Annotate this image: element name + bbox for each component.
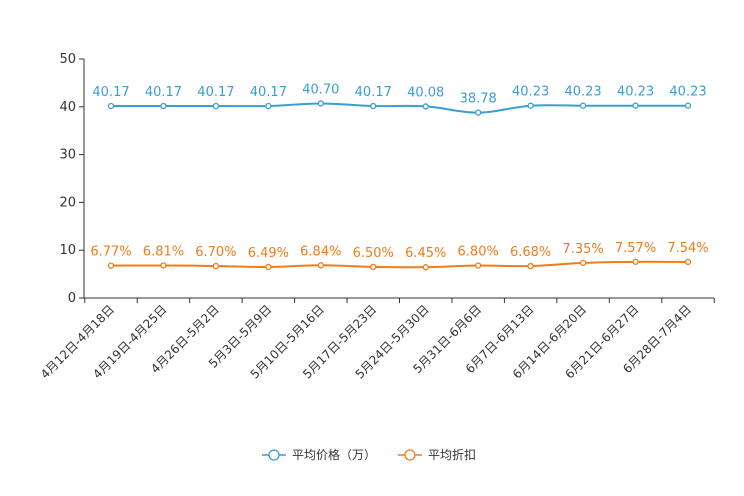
data-label-avg-discount: 6.77% xyxy=(90,245,131,260)
y-tick-label: 30 xyxy=(59,148,76,163)
data-point-avg-price[interactable] xyxy=(475,109,482,116)
legend-label: 平均价格（万） xyxy=(292,447,376,462)
data-label-avg-price: 38.78 xyxy=(460,92,497,107)
data-label-avg-price: 40.23 xyxy=(512,85,549,100)
data-point-avg-price[interactable] xyxy=(212,102,220,110)
legend-marker-icon xyxy=(404,449,416,461)
data-label-avg-discount: 6.80% xyxy=(458,244,499,259)
legend-marker-icon xyxy=(268,449,280,461)
data-point-avg-discount[interactable] xyxy=(632,258,639,265)
data-point-avg-discount[interactable] xyxy=(579,259,587,267)
data-label-avg-price: 40.17 xyxy=(197,85,234,100)
data-label-avg-discount: 7.54% xyxy=(667,241,708,256)
data-label-avg-discount: 7.57% xyxy=(615,241,656,256)
data-label-avg-discount: 7.35% xyxy=(562,242,603,257)
y-tick-label: 0 xyxy=(68,291,76,306)
legend-label: 平均折扣 xyxy=(428,447,476,462)
axes-layer: 010203040504月12日-4月18日4月19日-4月25日4月26日-5… xyxy=(38,52,715,382)
data-point-avg-discount[interactable] xyxy=(212,262,220,270)
legend-item-avg-price[interactable]: 平均价格（万） xyxy=(262,447,376,462)
data-label-avg-discount: 6.49% xyxy=(248,246,289,261)
data-label-avg-price: 40.23 xyxy=(617,85,654,100)
data-point-avg-price[interactable] xyxy=(265,102,272,110)
data-label-avg-discount: 6.84% xyxy=(300,244,341,259)
data-point-avg-price[interactable] xyxy=(160,102,167,110)
data-labels-layer: 40.17 40.17 40.17 40.17 40.70 40.17 40.08 38.78… xyxy=(90,82,708,261)
data-point-avg-discount[interactable] xyxy=(422,264,429,271)
data-label-avg-price: 40.17 xyxy=(250,85,287,100)
data-label-avg-price: 40.17 xyxy=(355,85,392,100)
y-tick-label: 50 xyxy=(59,52,76,67)
data-label-avg-price: 40.70 xyxy=(302,82,339,97)
data-point-avg-discount[interactable] xyxy=(527,262,534,270)
series-layer xyxy=(107,100,692,271)
data-point-avg-price[interactable] xyxy=(422,103,429,110)
data-label-avg-discount: 6.81% xyxy=(143,244,184,259)
legend[interactable]: 平均价格（万） 平均折扣 xyxy=(262,447,476,462)
data-point-avg-discount[interactable] xyxy=(107,262,115,269)
data-point-avg-price[interactable] xyxy=(317,100,324,107)
data-point-avg-discount[interactable] xyxy=(160,262,167,269)
data-point-avg-price[interactable] xyxy=(107,102,115,110)
data-point-avg-discount[interactable] xyxy=(684,258,692,266)
data-point-avg-price[interactable] xyxy=(579,102,587,109)
y-tick-label: 40 xyxy=(59,100,76,115)
data-point-avg-discount[interactable] xyxy=(370,263,377,271)
data-label-avg-price: 40.08 xyxy=(407,85,444,100)
data-label-avg-discount: 6.50% xyxy=(353,246,394,261)
legend-item-avg-discount[interactable]: 平均折扣 xyxy=(398,447,476,462)
data-point-avg-discount[interactable] xyxy=(475,262,482,269)
data-label-avg-discount: 6.70% xyxy=(195,245,236,260)
y-tick-label: 20 xyxy=(59,195,76,210)
series-line-avg-discount xyxy=(110,260,689,269)
data-label-avg-price: 40.17 xyxy=(145,85,182,100)
series-line-avg-price xyxy=(111,102,688,114)
data-point-avg-discount[interactable] xyxy=(265,263,272,271)
data-point-avg-price[interactable] xyxy=(370,102,377,110)
data-label-avg-price: 40.17 xyxy=(92,85,129,100)
data-point-avg-price[interactable] xyxy=(684,102,692,109)
data-label-avg-discount: 6.45% xyxy=(405,246,446,261)
data-point-avg-price[interactable] xyxy=(527,102,534,109)
data-label-avg-discount: 6.68% xyxy=(510,245,551,260)
data-point-avg-price[interactable] xyxy=(632,102,639,109)
data-label-avg-price: 40.23 xyxy=(564,85,601,100)
y-tick-label: 10 xyxy=(59,243,76,258)
data-label-avg-price: 40.23 xyxy=(669,85,706,100)
data-point-avg-discount[interactable] xyxy=(317,262,324,269)
